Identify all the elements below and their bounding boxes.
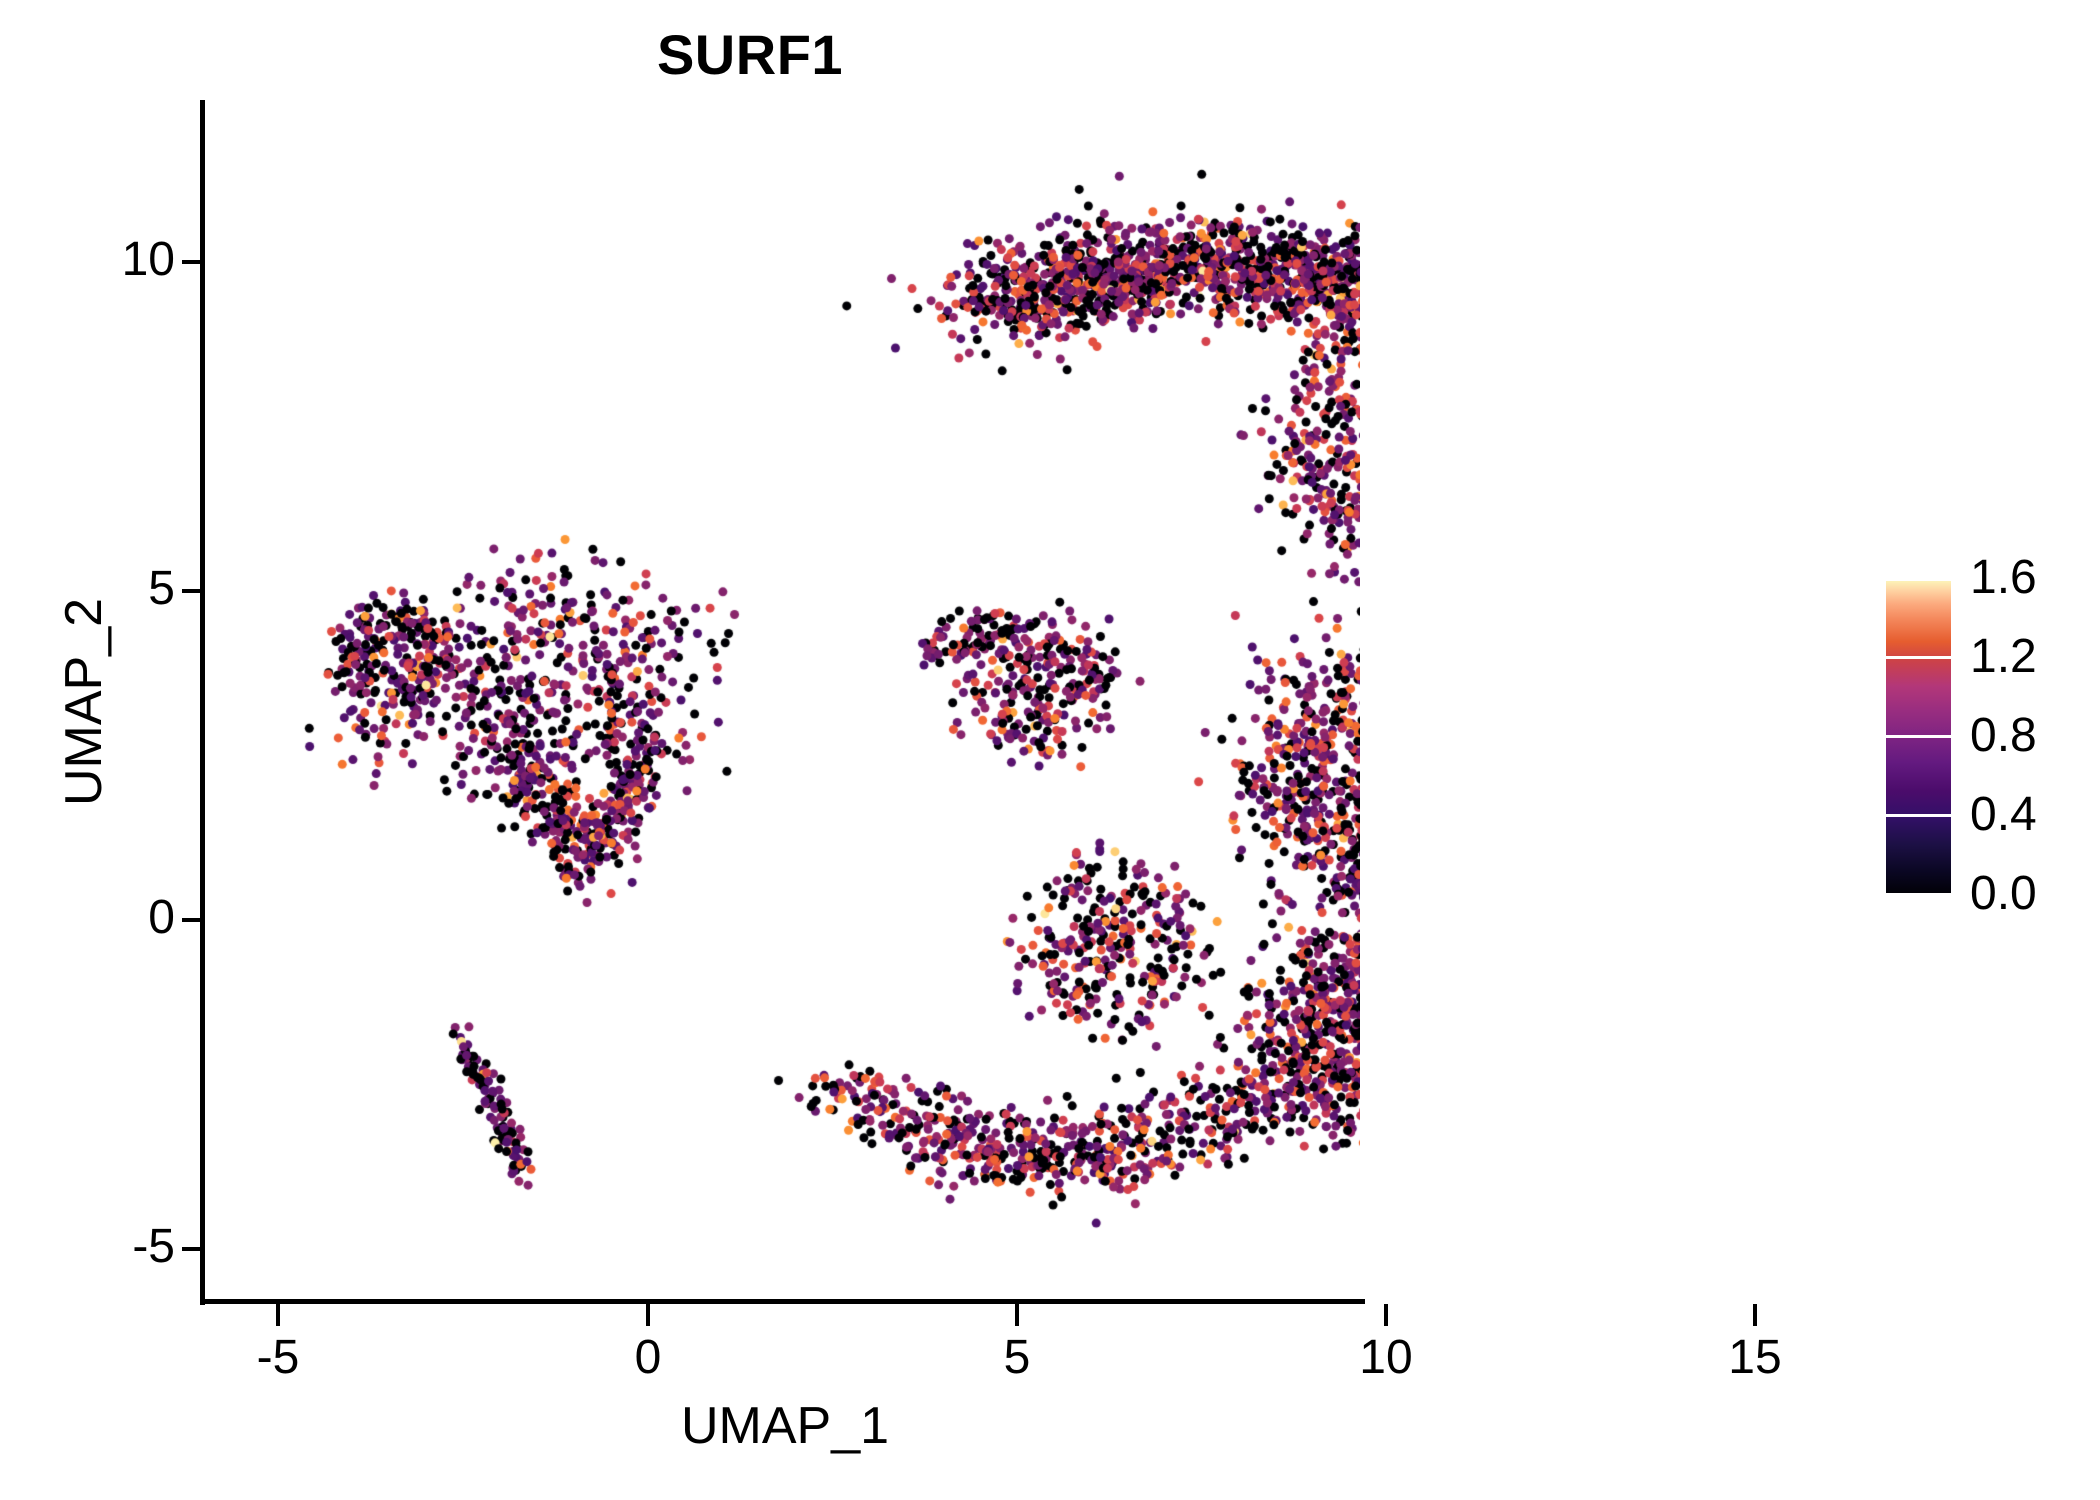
scatter-plot-canvas — [205, 100, 1360, 1302]
page-title: SURF1 — [656, 23, 844, 86]
colorbar-tick-0_0 — [1886, 893, 1951, 896]
colorbar-label-1_2: 1.2 — [1970, 630, 2037, 683]
x-tick-mark-4 — [1753, 1304, 1757, 1326]
x-tick-label-2: 5 — [1003, 1331, 1031, 1384]
y-tick-label-2: 0 — [148, 891, 175, 944]
plot-panel — [205, 100, 1360, 1302]
colorbar-legend: 1.6 1.2 0.8 0.4 0.0 — [1886, 554, 2086, 918]
y-tick-mark-1 — [182, 589, 204, 593]
colorbar-tick-0_8 — [1886, 735, 1951, 738]
y-axis-label: UMAP_2 — [55, 597, 113, 807]
x-axis-line — [205, 1299, 1365, 1304]
x-tick-mark-0 — [276, 1304, 280, 1326]
x-tick-label-3: 10 — [1359, 1331, 1413, 1384]
x-axis-label: UMAP_1 — [680, 1397, 890, 1455]
x-tick-mark-1 — [646, 1304, 650, 1326]
y-tick-label-0: 10 — [121, 233, 175, 286]
y-tick-mark-2 — [182, 918, 204, 922]
colorbar-tick-1_6 — [1886, 578, 1951, 581]
colorbar-label-1_6: 1.6 — [1970, 551, 2037, 604]
x-tick-label-1: 0 — [634, 1331, 662, 1384]
colorbar-label-0_0: 0.0 — [1970, 867, 2037, 920]
x-tick-label-0: -5 — [256, 1331, 300, 1384]
colorbar-label-0_8: 0.8 — [1970, 709, 2037, 762]
x-tick-label-4: 15 — [1728, 1331, 1782, 1384]
colorbar-label-0_4: 0.4 — [1970, 788, 2037, 841]
y-tick-label-3: -5 — [132, 1220, 175, 1273]
y-tick-mark-0 — [182, 260, 204, 264]
x-tick-mark-2 — [1015, 1304, 1019, 1326]
y-tick-label-1: 5 — [148, 562, 175, 615]
y-axis-line — [200, 100, 205, 1305]
colorbar-tick-1_2 — [1886, 656, 1951, 659]
y-tick-mark-3 — [182, 1247, 204, 1251]
x-tick-mark-3 — [1384, 1304, 1388, 1326]
colorbar-tick-0_4 — [1886, 814, 1951, 817]
